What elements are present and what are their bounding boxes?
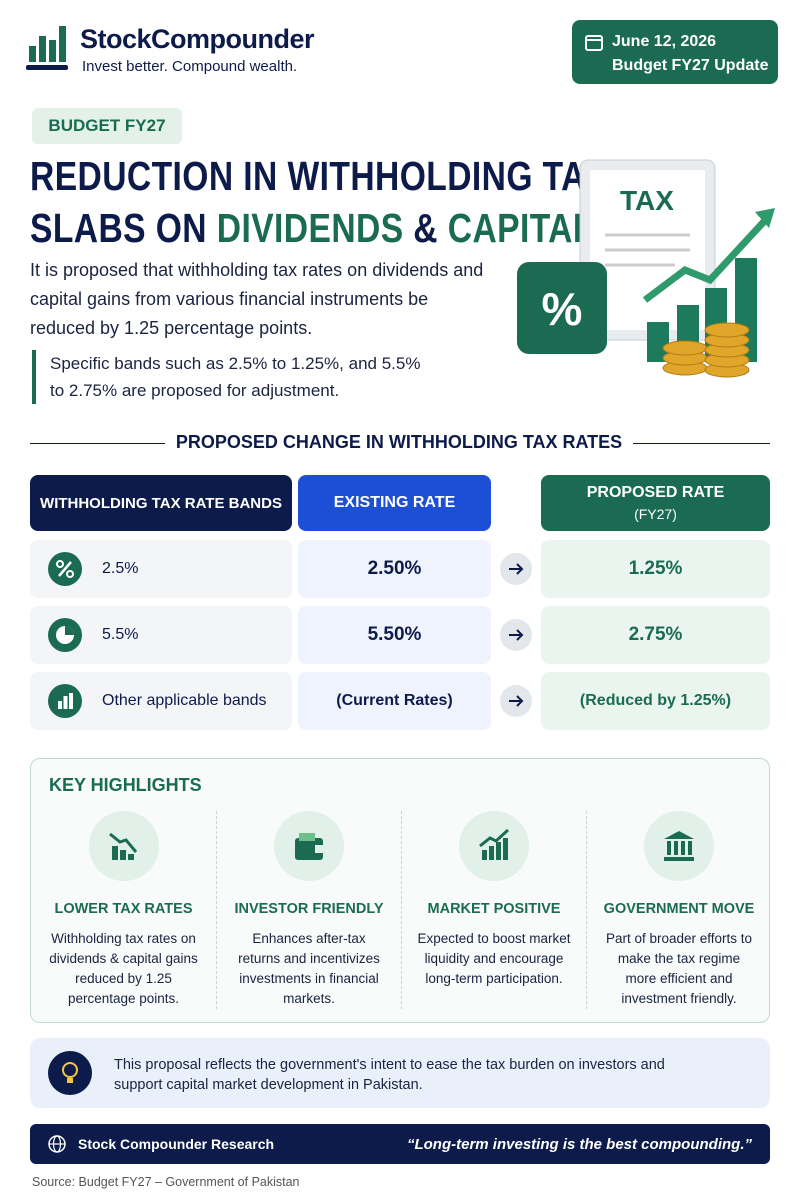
highlight-title: MARKET POSITIVE — [427, 901, 561, 917]
footer-bar: Stock Compounder Research “Long-term inv… — [30, 1124, 770, 1164]
title-highlight: DIVIDENDS — [216, 205, 404, 251]
arrow — [500, 685, 532, 717]
band-icon — [48, 684, 82, 718]
logo-icon — [26, 26, 68, 70]
highlight-title: LOWER TAX RATES — [54, 901, 193, 917]
proposed-rate: (Reduced by 1.25%) — [541, 672, 770, 730]
table-title: PROPOSED CHANGE IN WITHHOLDING TAX RATES — [175, 432, 623, 452]
existing-rate: (Current Rates) — [298, 672, 491, 730]
band-cell: Other applicable bands — [30, 672, 292, 730]
proposed-rate: 1.25% — [541, 540, 770, 598]
arrow — [500, 619, 532, 651]
highlight-title: GOVERNMENT MOVE — [603, 901, 755, 917]
band-label: 2.5% — [102, 560, 139, 577]
footer-quote: “Long-term investing is the best compoun… — [406, 1135, 752, 1153]
highlight: MARKET POSITIVE Expected to boost market … — [401, 811, 586, 1009]
highlights-title: KEY HIGHLIGHTS — [49, 775, 202, 795]
date-box: June 12, 2026 Budget FY27 Update — [572, 20, 778, 84]
date: June 12, 2026 — [612, 33, 717, 50]
table-header: WITHHOLDING TAX RATE BANDS — [30, 475, 292, 531]
proposed-rate: 2.75% — [541, 606, 770, 664]
illustration-symbol: % — [542, 283, 583, 335]
title-line: REDUCTION IN WITHHOLDING TAX — [30, 153, 609, 199]
title-part: SLABS ON — [30, 205, 208, 251]
update: Budget FY27 Update — [612, 57, 769, 74]
highlight-text: Part of broader efforts to make the tax … — [605, 931, 753, 1006]
note-box: This proposal reflects the government's … — [30, 1038, 770, 1108]
title-part: & — [413, 205, 438, 251]
note: Specific bands such as 2.5% to 1.25%, an… — [32, 350, 432, 404]
arrow — [500, 553, 532, 585]
header-text: PROPOSED RATE — [586, 484, 725, 501]
table-header: EXISTING RATE — [298, 475, 491, 531]
highlight-text: Expected to boost market liquidity and e… — [417, 931, 571, 986]
existing-rate: 2.50% — [298, 540, 491, 598]
band-icon — [48, 618, 82, 652]
existing-rate: 5.50% — [298, 606, 491, 664]
footer-org: Stock Compounder Research — [78, 1136, 275, 1152]
highlights-box: KEY HIGHLIGHTS LOWER TAX RATES Withholdin… — [30, 758, 770, 1023]
highlight-icon — [459, 811, 529, 881]
highlight-text: Enhances after-tax returns and incentivi… — [238, 931, 380, 1006]
highlight-icon — [274, 811, 344, 881]
band-label: 5.5% — [102, 626, 139, 643]
band-icon — [48, 552, 82, 586]
title: REDUCTION IN WITHHOLDING TAX SLABS ON DI… — [30, 150, 711, 254]
bulb-icon — [48, 1051, 92, 1095]
highlight-icon — [88, 811, 159, 881]
band-cell: 5.5% — [30, 606, 292, 664]
highlight: LOWER TAX RATES Withholding tax rates on … — [31, 811, 216, 1009]
note-text: This proposal reflects the government's … — [114, 1057, 665, 1093]
illustration: TAX % — [517, 159, 775, 378]
highlight: GOVERNMENT MOVE Part of broader efforts t… — [586, 811, 771, 1009]
title-line: SLABS ON DIVIDENDS & CAPITAL GAINS — [30, 202, 711, 254]
tagline: Invest better. Compound wealth. — [82, 58, 298, 75]
highlight: INVESTOR FRIENDLY Enhances after-tax retu… — [216, 811, 401, 1009]
table-header: PROPOSED RATE (FY27) — [541, 475, 770, 531]
calendar-icon — [585, 35, 603, 51]
band-label: Other applicable bands — [102, 692, 267, 709]
band-cell: 2.5% — [30, 540, 292, 598]
highlight-text: Withholding tax rates on dividends & cap… — [49, 931, 198, 1006]
header-sub: (FY27) — [634, 506, 677, 522]
badge: BUDGET FY27 — [32, 108, 182, 144]
source: Source: Budget FY27 – Government of Paki… — [32, 1175, 300, 1189]
highlight-title: INVESTOR FRIENDLY — [234, 901, 384, 917]
brand: StockCompounder — [80, 24, 315, 54]
illustration-label: TAX — [620, 185, 674, 216]
intro: It is proposed that withholding tax rate… — [30, 260, 484, 338]
globe-icon — [48, 1135, 66, 1153]
highlight-icon — [644, 811, 714, 881]
